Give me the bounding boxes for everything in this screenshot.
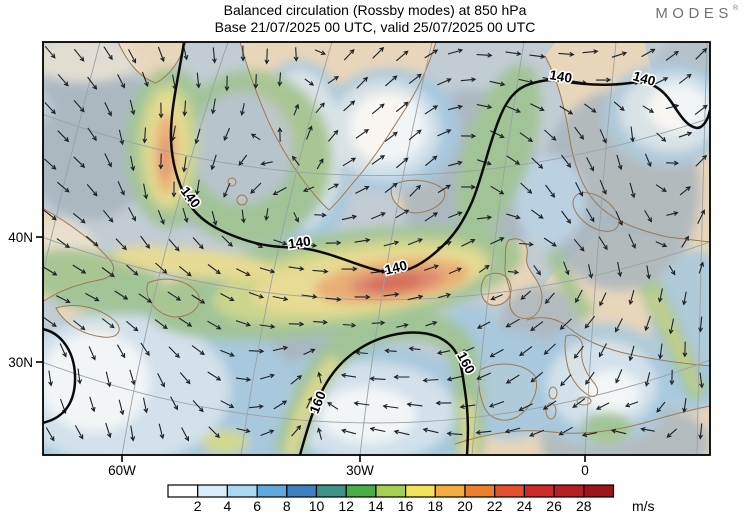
colorbar-cell <box>286 484 318 498</box>
lon-tick-label: 60W <box>108 463 136 478</box>
shade-ygreen-med <box>648 288 702 394</box>
chart-title: Balanced circulation (Rossby modes) at 8… <box>223 2 527 18</box>
coastline-layer <box>43 42 710 445</box>
chart-subtitle: Base 21/07/2025 00 UTC, valid 25/07/2025… <box>214 19 536 35</box>
colorbar-tick-label: 26 <box>546 498 562 514</box>
colorbar-tick-label: 8 <box>283 498 291 514</box>
lat-tick-label: 30N <box>8 355 33 370</box>
contour-label: 140 <box>383 258 408 278</box>
shade-red-core <box>366 274 422 292</box>
colorbar-cell <box>315 484 347 498</box>
shade-white <box>584 370 640 414</box>
chart-header: Balanced circulation (Rossby modes) at 8… <box>0 2 750 36</box>
colorbar-unit-label: m/s <box>632 498 655 514</box>
colorbar-tick-label: 10 <box>309 498 325 514</box>
modes-logo: MODES® <box>655 5 738 22</box>
colorbar-tick-label: 4 <box>224 498 232 514</box>
colorbar-cell <box>167 484 199 498</box>
lon-tick-label: 30W <box>346 463 374 478</box>
colorbar-cell <box>226 484 258 498</box>
colorbar-cell <box>256 484 288 498</box>
shade-ygreen <box>201 430 249 454</box>
colorbar-cell <box>434 484 466 498</box>
colorbar-cell <box>375 484 407 498</box>
shade-white <box>648 84 708 132</box>
colorbar-tick-label: 14 <box>368 498 384 514</box>
shade-red <box>159 138 171 178</box>
wind-arrows <box>43 44 708 442</box>
colorbar-tick-label: 20 <box>457 498 473 514</box>
colorbar-cell <box>553 484 585 498</box>
colorbar-tick-label: 16 <box>398 498 414 514</box>
shade-white <box>320 387 416 443</box>
shade-green-med1 <box>544 248 595 321</box>
colorbar-tick-label: 12 <box>338 498 354 514</box>
colorbar-cell <box>523 484 555 498</box>
contour-closed-low <box>43 327 77 425</box>
shade-green-patch <box>581 412 633 444</box>
registered-mark-icon: ® <box>732 5 738 12</box>
graticule-layer <box>43 42 710 455</box>
wind-speed-shading <box>43 42 710 455</box>
contour-160 <box>298 331 470 455</box>
colorbar-tick-label: 24 <box>517 498 533 514</box>
shade-white <box>350 93 426 163</box>
modes-logo-text: MODES <box>655 5 733 22</box>
contour-label: 140 <box>287 234 311 252</box>
wind-arrow-layer <box>43 44 708 442</box>
colorbar-cell <box>197 484 228 498</box>
contour-label: 140 <box>548 67 573 86</box>
lat-tick-label: 40N <box>8 230 33 245</box>
colorbar-tick-label: 2 <box>194 498 202 514</box>
colorbar-cell <box>494 484 526 498</box>
shade-yellow-band <box>110 246 280 280</box>
longitude-axis: 60W 30W 0 <box>108 455 589 478</box>
colorbar-cell <box>583 484 615 498</box>
contour-layer <box>43 42 710 455</box>
colorbar-cell <box>345 484 377 498</box>
map-frame <box>42 41 711 456</box>
colorbar-tick-label: 28 <box>576 498 592 514</box>
lon-tick-label: 0 <box>581 463 589 478</box>
shade-grayblue <box>43 100 150 220</box>
latitude-axis: 40N 30N <box>8 230 43 370</box>
colorbar-tick-label: 22 <box>487 498 503 514</box>
colorbar <box>167 484 615 498</box>
colorbar-cell <box>405 484 436 498</box>
contour-140 <box>169 42 710 274</box>
shade-blue <box>515 155 585 245</box>
shade-cream <box>43 42 140 82</box>
colorbar-cell <box>464 484 496 498</box>
colorbar-tick-label: 18 <box>428 498 444 514</box>
colorbar-tick-label: 6 <box>253 498 261 514</box>
colorbar-labels: 2 4 6 8 10 12 14 16 18 20 22 24 26 28 m/s <box>194 498 655 514</box>
